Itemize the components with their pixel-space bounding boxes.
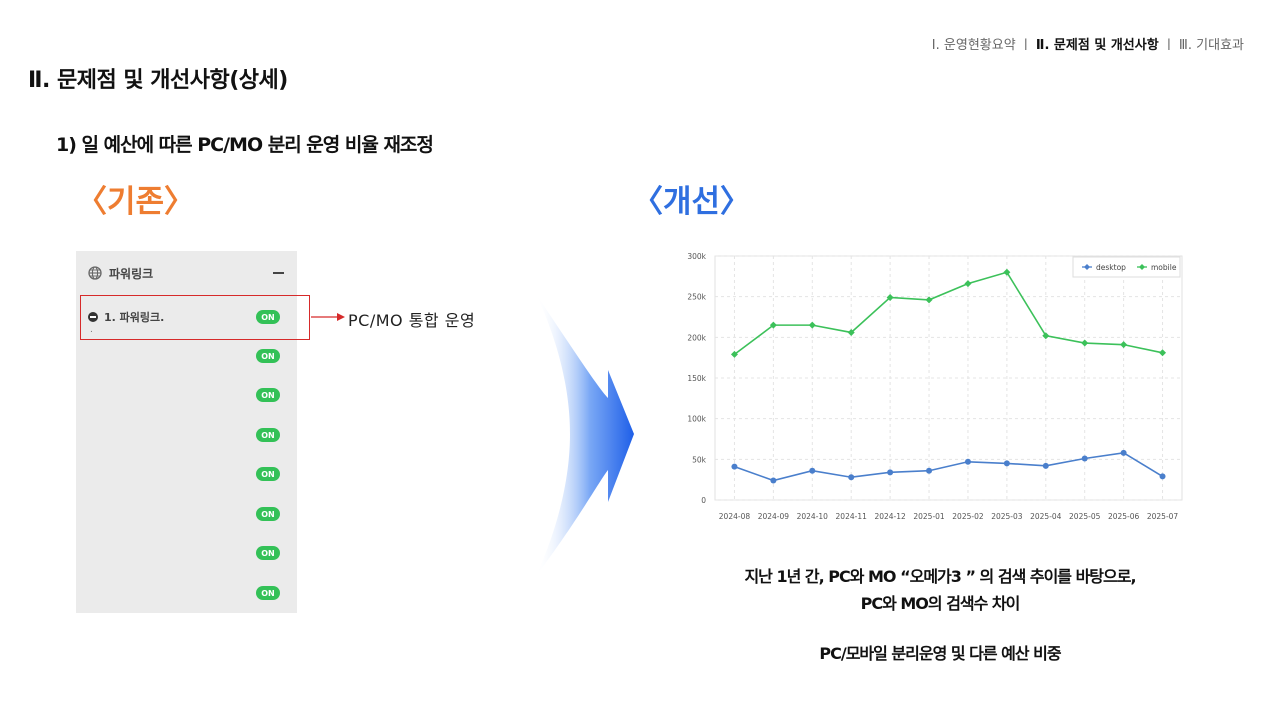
- section-heading: 1) 일 예산에 따른 PC/MO 분리 운영 비율 재조정: [56, 134, 434, 156]
- desktop-point: [809, 467, 816, 474]
- legend-label: desktop: [1096, 263, 1126, 272]
- desktop-point: [1081, 455, 1088, 462]
- mobile-point: [1003, 268, 1011, 276]
- powerlink-panel: 파워링크 1. 파워링크. . ON ON ON ON ON ON ON ON: [76, 251, 297, 613]
- section-nav: Ⅰ. 운영현황요약 ㅣ Ⅱ. 문제점 및 개선사항 ㅣ Ⅲ. 기대효과: [932, 34, 1244, 53]
- x-tick-label: 2024-10: [797, 512, 829, 521]
- desktop-point: [848, 474, 855, 481]
- nav-item-effects[interactable]: Ⅲ. 기대효과: [1178, 38, 1244, 53]
- campaign-row-label: 1. 파워링크.: [104, 311, 165, 324]
- nav-separator: ㅣ: [1162, 38, 1175, 53]
- mobile-point: [730, 350, 738, 358]
- caption-line-3: PC/모바일 분리운영 및 다른 예산 비중: [819, 644, 1061, 663]
- mobile-point: [1081, 339, 1089, 347]
- x-tick-label: 2025-06: [1108, 512, 1140, 521]
- mobile-point: [808, 321, 816, 329]
- y-tick-label: 50k: [692, 455, 707, 464]
- on-toggle[interactable]: ON: [256, 428, 280, 442]
- callout-label: PC/MO 통합 운영: [348, 311, 476, 330]
- y-tick-label: 250k: [687, 293, 706, 302]
- x-tick-label: 2025-05: [1069, 512, 1101, 521]
- legend-box: [1072, 256, 1181, 278]
- x-tick-label: 2025-01: [913, 512, 945, 521]
- on-toggle[interactable]: ON: [256, 349, 280, 363]
- y-tick-label: 100k: [687, 415, 706, 424]
- transition-arrow-icon: [536, 294, 634, 576]
- legend-label: mobile: [1151, 263, 1177, 272]
- on-toggle[interactable]: ON: [256, 388, 280, 402]
- desktop-point: [1003, 460, 1010, 467]
- y-tick-label: 200k: [687, 333, 706, 342]
- campaign-row-sub: .: [90, 325, 93, 335]
- desktop-point: [1042, 462, 1049, 469]
- desktop-point: [887, 469, 894, 476]
- highlight-box: [80, 295, 310, 340]
- on-toggle[interactable]: ON: [256, 507, 280, 521]
- nav-item-issues[interactable]: Ⅱ. 문제점 및 개선사항: [1035, 38, 1159, 53]
- collapse-icon[interactable]: [273, 272, 284, 274]
- globe-icon: [88, 266, 102, 280]
- mobile-series-line: [733, 271, 1163, 356]
- mobile-point: [1042, 332, 1050, 340]
- arrow-right-icon: [311, 313, 345, 321]
- on-toggle[interactable]: ON: [256, 546, 280, 560]
- on-toggle[interactable]: ON: [256, 467, 280, 481]
- legend-marker-desktop: [1084, 264, 1090, 270]
- x-tick-label: 2025-03: [991, 512, 1023, 521]
- mobile-point: [925, 296, 933, 304]
- mobile-point: [1120, 341, 1128, 349]
- page-title: Ⅱ. 문제점 및 개선사항(상세): [28, 68, 288, 93]
- caption-line-1: 지난 1년 간, PC와 MO “오메가3 ” 의 검색 추이를 바탕으로,: [744, 567, 1136, 586]
- x-tick-label: 2025-02: [952, 512, 984, 521]
- legend-marker-mobile: [1139, 264, 1145, 270]
- desktop-series-line: [734, 451, 1163, 482]
- mobile-point: [964, 280, 972, 288]
- x-tick-label: 2024-12: [874, 512, 906, 521]
- desktop-point: [1120, 449, 1127, 456]
- desktop-point: [964, 458, 971, 465]
- x-tick-label: 2024-08: [719, 512, 751, 521]
- mobile-point: [769, 321, 777, 329]
- mobile-point: [847, 328, 855, 336]
- desktop-point: [1159, 473, 1166, 480]
- mobile-point: [1159, 349, 1167, 357]
- nav-separator: ㅣ: [1019, 38, 1032, 53]
- search-trend-chart: 0 50k 100k 150k 200k 250k 300k 2024-08 2024-09 20…: [687, 252, 1183, 521]
- y-tick-label: 150k: [687, 374, 706, 383]
- after-label: 〈개선〉: [632, 184, 752, 220]
- on-toggle[interactable]: ON: [256, 586, 280, 600]
- nav-item-summary[interactable]: Ⅰ. 운영현황요약: [931, 38, 1016, 53]
- panel-header[interactable]: 파워링크: [88, 263, 284, 283]
- campaign-row[interactable]: 1. 파워링크.: [88, 309, 164, 325]
- desktop-point: [926, 467, 933, 474]
- y-tick-label: 300k: [687, 252, 706, 261]
- mobile-point: [886, 293, 894, 301]
- x-tick-label: 2024-11: [836, 512, 868, 521]
- before-label: 〈기존〉: [76, 184, 196, 220]
- x-tick-label: 2025-07: [1147, 512, 1179, 521]
- x-tick-label: 2024-09: [758, 512, 790, 521]
- desktop-point: [770, 477, 777, 484]
- x-tick-label: 2025-04: [1030, 512, 1062, 521]
- desktop-point: [731, 463, 738, 470]
- y-tick-label: 0: [701, 496, 706, 505]
- panel-header-label: 파워링크: [109, 266, 154, 281]
- on-toggle[interactable]: ON: [256, 310, 280, 324]
- caption-line-2: PC와 MO의 검색수 차이: [860, 594, 1021, 613]
- remove-circle-icon[interactable]: [88, 312, 98, 322]
